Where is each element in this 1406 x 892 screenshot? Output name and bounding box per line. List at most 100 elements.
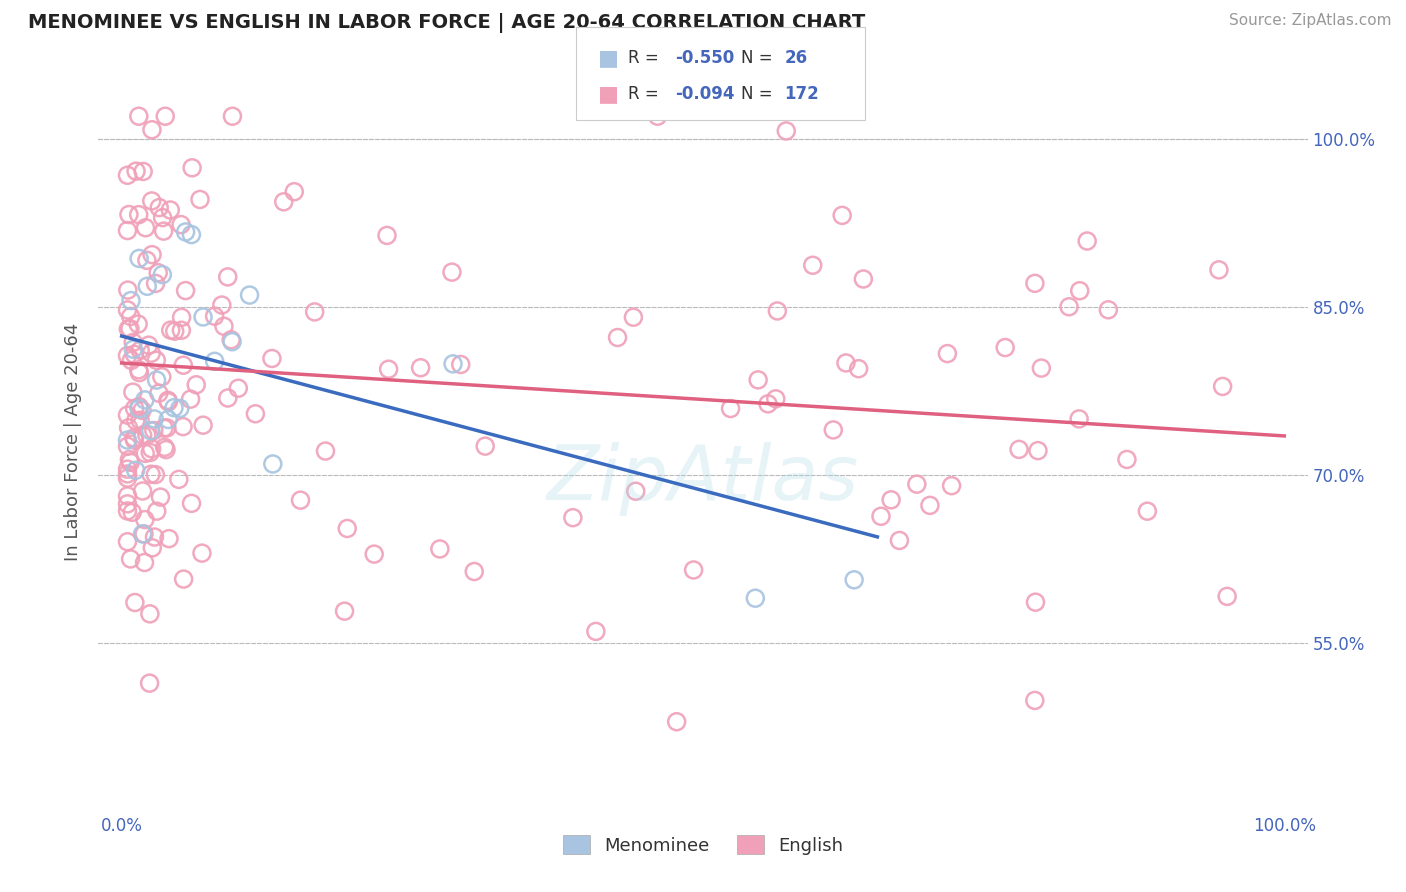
Point bbox=[143, 530, 166, 544]
Point bbox=[170, 310, 193, 325]
Point bbox=[146, 504, 169, 518]
Point bbox=[129, 343, 152, 358]
Point bbox=[273, 194, 295, 209]
Point bbox=[262, 457, 284, 471]
Point bbox=[260, 351, 283, 366]
Point bbox=[173, 572, 195, 586]
Point bbox=[117, 283, 139, 297]
Point bbox=[117, 408, 139, 422]
Point bbox=[117, 223, 139, 237]
Point bbox=[155, 442, 177, 457]
Point bbox=[117, 322, 139, 336]
Point bbox=[756, 397, 779, 411]
Point bbox=[1136, 504, 1159, 518]
Point bbox=[120, 552, 142, 566]
Point bbox=[141, 247, 163, 261]
Point bbox=[155, 109, 177, 123]
Point bbox=[150, 268, 173, 282]
Point bbox=[1115, 452, 1137, 467]
Point bbox=[120, 455, 142, 469]
Point bbox=[1076, 234, 1098, 248]
Point bbox=[775, 124, 797, 138]
Point bbox=[117, 168, 139, 182]
Point bbox=[844, 573, 866, 587]
Point bbox=[1208, 263, 1230, 277]
Point bbox=[138, 338, 160, 352]
Point bbox=[124, 463, 146, 477]
Text: R =: R = bbox=[628, 85, 665, 103]
Point bbox=[1097, 302, 1119, 317]
Point bbox=[852, 272, 875, 286]
Point bbox=[918, 499, 941, 513]
Point bbox=[131, 428, 153, 442]
Point bbox=[128, 208, 150, 222]
Point bbox=[120, 310, 142, 324]
Point bbox=[665, 714, 688, 729]
Point bbox=[145, 277, 167, 291]
Point bbox=[125, 413, 148, 427]
Point bbox=[148, 386, 170, 401]
Point bbox=[117, 439, 139, 453]
Point bbox=[174, 284, 197, 298]
Point bbox=[221, 334, 243, 349]
Point bbox=[122, 343, 145, 357]
Point bbox=[315, 444, 337, 458]
Point bbox=[1008, 442, 1031, 457]
Point bbox=[124, 347, 146, 361]
Text: N =: N = bbox=[741, 49, 778, 67]
Point bbox=[124, 595, 146, 609]
Point bbox=[212, 319, 235, 334]
Point bbox=[174, 225, 197, 239]
Text: ■: ■ bbox=[598, 48, 619, 68]
Point bbox=[1069, 284, 1091, 298]
Point bbox=[156, 393, 179, 408]
Point bbox=[336, 521, 359, 535]
Point bbox=[134, 392, 156, 407]
Point bbox=[117, 421, 139, 435]
Point bbox=[148, 201, 170, 215]
Point bbox=[117, 462, 139, 476]
Point bbox=[823, 423, 845, 437]
Point bbox=[170, 323, 193, 337]
Text: 26: 26 bbox=[785, 49, 807, 67]
Point bbox=[994, 341, 1017, 355]
Point bbox=[139, 424, 162, 438]
Text: N =: N = bbox=[741, 85, 778, 103]
Text: MENOMINEE VS ENGLISH IN LABOR FORCE | AGE 20-64 CORRELATION CHART: MENOMINEE VS ENGLISH IN LABOR FORCE | AG… bbox=[28, 13, 865, 33]
Point bbox=[134, 513, 156, 527]
Point bbox=[122, 431, 145, 445]
Point bbox=[375, 228, 398, 243]
Point bbox=[134, 556, 156, 570]
Point bbox=[127, 317, 149, 331]
Point bbox=[141, 541, 163, 555]
Point bbox=[180, 496, 202, 510]
Point bbox=[169, 401, 191, 416]
Point bbox=[145, 373, 167, 387]
Point bbox=[377, 362, 399, 376]
Point bbox=[167, 472, 190, 486]
Point bbox=[141, 122, 163, 136]
Point bbox=[450, 358, 472, 372]
Text: ZipAtlas: ZipAtlas bbox=[547, 442, 859, 516]
Point bbox=[141, 346, 163, 360]
Point bbox=[1031, 361, 1053, 376]
Point bbox=[801, 258, 824, 272]
Point bbox=[682, 563, 704, 577]
Point bbox=[283, 185, 305, 199]
Point bbox=[134, 446, 156, 460]
Text: 172: 172 bbox=[785, 85, 820, 103]
Point bbox=[117, 302, 139, 317]
Point bbox=[135, 220, 157, 235]
Point bbox=[117, 504, 139, 518]
Point bbox=[159, 323, 181, 337]
Point bbox=[624, 484, 647, 499]
Point bbox=[363, 547, 385, 561]
Text: ■: ■ bbox=[598, 84, 619, 103]
Text: -0.094: -0.094 bbox=[675, 85, 734, 103]
Point bbox=[159, 202, 181, 217]
Point bbox=[188, 193, 211, 207]
Point bbox=[131, 483, 153, 498]
Point bbox=[1024, 277, 1046, 291]
Point bbox=[153, 421, 176, 435]
Point bbox=[304, 305, 326, 319]
